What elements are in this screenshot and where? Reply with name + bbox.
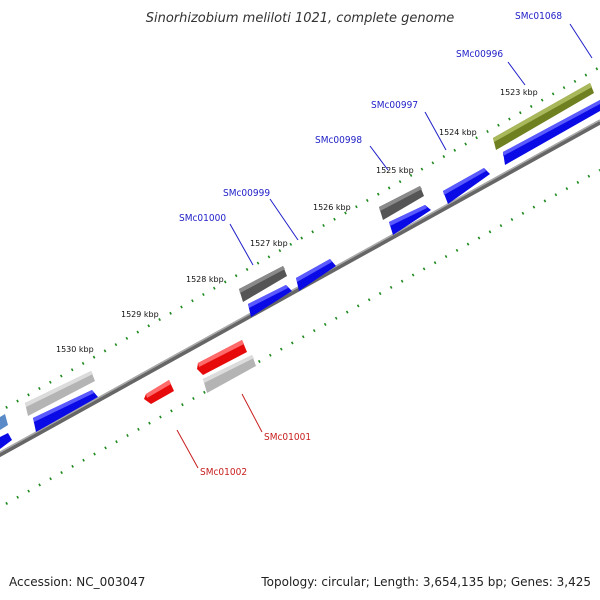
gene-label-smc01002[interactable]: SMc01002 (200, 467, 247, 478)
cds-forward-3[interactable] (389, 205, 431, 235)
gene-bar-dark-1[interactable] (379, 186, 424, 220)
gene-label-smc00997[interactable]: SMc00997 (371, 100, 418, 111)
gene-bar-olive[interactable] (493, 83, 594, 150)
ruler-label-1523: 1523 kbp (500, 88, 538, 97)
ruler-label-1528: 1528 kbp (186, 275, 224, 284)
gene-label-smc01000[interactable]: SMc01000 (179, 213, 226, 224)
ruler-label-1524: 1524 kbp (439, 128, 477, 137)
ruler-label-1525: 1525 kbp (376, 166, 414, 175)
cds-forward-5[interactable] (248, 285, 292, 317)
cds-forward-7[interactable] (0, 433, 12, 449)
gene-label-smc01068[interactable]: SMc01068 (515, 11, 562, 22)
gene-label-smc00999[interactable]: SMc00999 (223, 188, 270, 199)
ruler-label-1529: 1529 kbp (121, 310, 159, 319)
cds-forward-1[interactable] (503, 100, 600, 165)
genome-summary-text: Topology: circular; Length: 3,654,135 bp… (260, 575, 591, 589)
ruler-label-1527: 1527 kbp (250, 239, 288, 248)
gene-bar-dark-2[interactable] (239, 266, 287, 302)
cds-forward-2[interactable] (443, 168, 490, 204)
cds-reverse-2[interactable] (144, 380, 174, 404)
cds-forward-4[interactable] (296, 259, 336, 291)
ruler-label-1526: 1526 kbp (313, 203, 351, 212)
gene-bar-light-2[interactable] (203, 355, 256, 393)
accession-text: Accession: NC_003047 (9, 575, 145, 589)
genome-backbone (0, 119, 600, 458)
gene-label-smc00996[interactable]: SMc00996 (456, 49, 503, 60)
tick-ring-outer (0, 65, 600, 413)
ruler-label-1530: 1530 kbp (56, 345, 94, 354)
cds-reverse-1[interactable] (197, 340, 247, 375)
gene-label-smc00998[interactable]: SMc00998 (315, 135, 362, 146)
tick-ring-inner (0, 168, 600, 509)
gene-bar-light-1[interactable] (25, 371, 95, 416)
gene-label-smc01001[interactable]: SMc01001 (264, 432, 311, 443)
gene-bar-steel[interactable] (0, 414, 8, 430)
label-leaders (176, 23, 593, 469)
cds-forward-6[interactable] (33, 390, 98, 432)
map-title: Sinorhizobium meliloti 1021, complete ge… (146, 11, 455, 26)
